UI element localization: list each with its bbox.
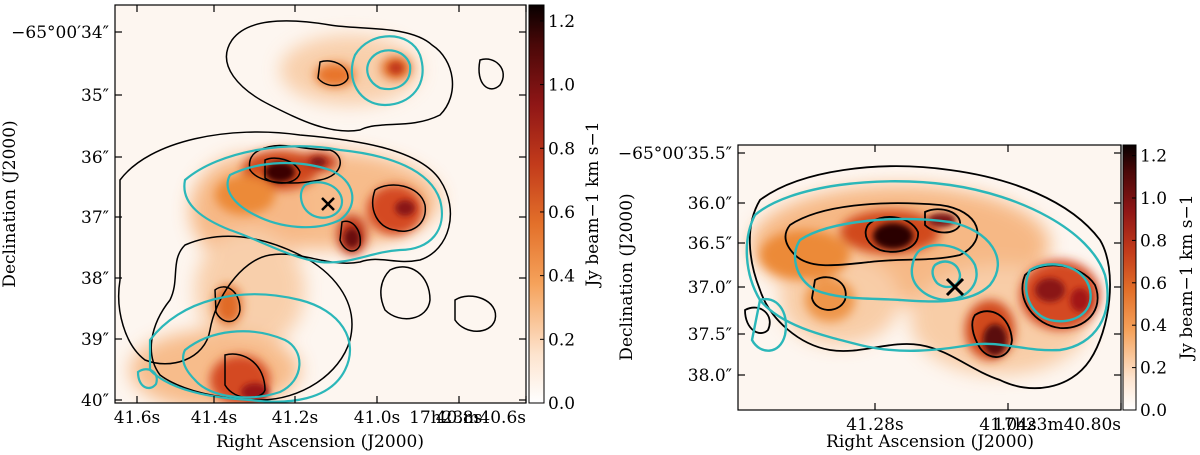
right-cross-marker [945, 277, 965, 297]
y-tick-label: −65°00′34″ [11, 23, 109, 43]
colorbar-tick-label: 0.4 [548, 267, 575, 287]
x-tick-label: 41.0s [354, 408, 401, 428]
colorbar-tick-label: 1.2 [548, 12, 575, 32]
y-tick-label: 36.5″ [688, 234, 732, 254]
y-tick-label: 36.0″ [688, 194, 732, 214]
y-tick-label: 37.0″ [688, 278, 732, 298]
y-tick-label: 37″ [81, 208, 109, 228]
left-plot-frame [114, 4, 527, 404]
y-tick-label: −65°00′35.5″ [618, 144, 732, 164]
left-xlabel: Right Ascension (J2000) [216, 432, 424, 452]
left-colorbar-ticks: 0.0 0.2 0.4 0.6 0.8 1.0 1.2 [540, 12, 575, 414]
right-axis-ticks [738, 145, 1122, 410]
colorbar-tick-label: 0.8 [1140, 231, 1167, 251]
right-cyan-contours [745, 180, 1109, 352]
colorbar-tick-label: 0.6 [548, 203, 575, 223]
x-tick-label: 17h23m40.6s [409, 408, 526, 428]
colorbar-tick-label: 0.8 [548, 139, 575, 159]
colorbar-tick-label: 0.0 [1140, 401, 1167, 421]
right-heatmap [744, 165, 1111, 390]
left-black-contours [118, 20, 504, 401]
colorbar-tick-label: 1.2 [1140, 147, 1167, 167]
right-colorbar-label: Jy beam−1 km s−1 [1177, 194, 1197, 361]
left-colorbar [528, 4, 545, 404]
left-cyan-contours [136, 35, 443, 403]
y-tick-label: 39″ [81, 330, 109, 350]
left-ylabel: Declination (J2000) [0, 120, 20, 287]
right-plot-frame [737, 144, 1122, 411]
y-tick-label: 38″ [81, 269, 109, 289]
right-colorbar-ticks: 0.0 0.2 0.4 0.6 0.8 1.0 1.2 [1132, 147, 1167, 421]
colorbar-tick-label: 0.4 [1140, 316, 1167, 336]
right-ylabel: Declination (J2000) [617, 193, 637, 360]
left-cross-marker [321, 197, 335, 211]
right-colorbar [1122, 144, 1137, 411]
x-tick-label: 41.4s [191, 408, 238, 428]
left-axis-ticks [115, 5, 527, 403]
colorbar-tick-label: 0.0 [548, 394, 575, 414]
y-tick-label: 40″ [81, 391, 109, 411]
colorbar-tick-label: 1.0 [548, 76, 575, 96]
x-tick-label: 41.6s [114, 408, 161, 428]
x-tick-label: 41.28s [846, 415, 903, 435]
colorbar-tick-label: 1.0 [1140, 189, 1167, 209]
left-heatmap [118, 20, 504, 403]
colorbar-tick-label: 0.2 [1140, 359, 1167, 379]
colorbar-tick-label: 0.2 [548, 330, 575, 350]
right-xlabel: Right Ascension (J2000) [826, 432, 1034, 452]
x-tick-label: 41.04s [979, 415, 1036, 435]
x-tick-label: 40.8s [436, 408, 483, 428]
x-tick-label: 41.2s [272, 408, 319, 428]
x-tick-label: 17h23m40.80s [993, 415, 1121, 435]
y-tick-label: 37.5″ [688, 325, 732, 345]
y-tick-label: 35″ [81, 86, 109, 106]
y-tick-label: 36″ [81, 148, 109, 168]
left-colorbar-label: Jy beam−1 km s−1 [583, 121, 603, 288]
y-tick-label: 38.0″ [688, 366, 732, 386]
colorbar-tick-label: 0.6 [1140, 274, 1167, 294]
